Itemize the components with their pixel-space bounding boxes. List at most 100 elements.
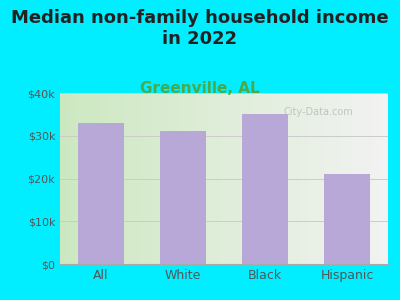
Bar: [296, 93, 300, 264]
Bar: [178, 93, 181, 264]
Bar: [145, 93, 148, 264]
Bar: [60, 93, 63, 264]
Bar: [309, 93, 312, 264]
Bar: [185, 93, 188, 264]
Bar: [142, 93, 145, 264]
Text: Greenville, AL: Greenville, AL: [140, 81, 260, 96]
Bar: [208, 93, 211, 264]
Bar: [152, 93, 155, 264]
Bar: [283, 93, 286, 264]
Bar: [73, 93, 76, 264]
Bar: [240, 93, 244, 264]
Bar: [106, 93, 109, 264]
Bar: [148, 93, 152, 264]
Bar: [352, 93, 355, 264]
Bar: [270, 93, 273, 264]
Bar: [250, 93, 254, 264]
Bar: [204, 93, 208, 264]
Bar: [260, 93, 263, 264]
Bar: [355, 93, 358, 264]
Bar: [358, 93, 362, 264]
Bar: [175, 93, 178, 264]
Bar: [132, 93, 136, 264]
Text: Median non-family household income
in 2022: Median non-family household income in 20…: [11, 9, 389, 48]
Bar: [112, 93, 116, 264]
Bar: [155, 93, 158, 264]
Bar: [126, 93, 129, 264]
Bar: [375, 93, 378, 264]
Bar: [303, 93, 306, 264]
Bar: [191, 93, 194, 264]
Bar: [368, 93, 372, 264]
Bar: [332, 93, 336, 264]
Bar: [242, 113, 288, 264]
Bar: [263, 93, 267, 264]
Bar: [342, 93, 345, 264]
Bar: [122, 93, 126, 264]
Bar: [181, 93, 185, 264]
Bar: [63, 93, 66, 264]
Bar: [76, 93, 80, 264]
Bar: [316, 93, 319, 264]
Bar: [382, 93, 385, 264]
Bar: [211, 93, 214, 264]
Bar: [286, 93, 290, 264]
Bar: [119, 93, 122, 264]
Bar: [116, 93, 119, 264]
Bar: [136, 93, 139, 264]
Bar: [273, 93, 276, 264]
Bar: [168, 93, 172, 264]
Bar: [221, 93, 224, 264]
Bar: [99, 93, 103, 264]
Bar: [378, 93, 382, 264]
Bar: [214, 93, 218, 264]
Bar: [227, 93, 230, 264]
Bar: [237, 93, 240, 264]
Bar: [109, 93, 112, 264]
Bar: [322, 93, 326, 264]
Bar: [160, 130, 206, 264]
Bar: [362, 93, 365, 264]
Bar: [365, 93, 368, 264]
Bar: [103, 93, 106, 264]
Bar: [312, 93, 316, 264]
Bar: [201, 93, 204, 264]
Bar: [129, 93, 132, 264]
Bar: [267, 93, 270, 264]
Bar: [66, 93, 70, 264]
Bar: [96, 93, 99, 264]
Bar: [300, 93, 303, 264]
Bar: [234, 93, 237, 264]
Bar: [336, 93, 339, 264]
Bar: [306, 93, 309, 264]
Bar: [385, 93, 388, 264]
Bar: [139, 93, 142, 264]
Bar: [230, 93, 234, 264]
Bar: [339, 93, 342, 264]
Bar: [83, 93, 86, 264]
Text: City-Data.com: City-Data.com: [283, 107, 353, 117]
Bar: [372, 93, 375, 264]
Bar: [165, 93, 168, 264]
Bar: [293, 93, 296, 264]
Bar: [247, 93, 250, 264]
Bar: [319, 93, 322, 264]
Bar: [276, 93, 280, 264]
Bar: [290, 93, 293, 264]
Bar: [254, 93, 257, 264]
Bar: [244, 93, 247, 264]
Bar: [162, 93, 165, 264]
Bar: [80, 93, 83, 264]
Bar: [326, 93, 329, 264]
Bar: [172, 93, 175, 264]
Bar: [158, 93, 162, 264]
Bar: [90, 93, 93, 264]
Bar: [93, 93, 96, 264]
Bar: [218, 93, 221, 264]
Bar: [257, 93, 260, 264]
Bar: [198, 93, 201, 264]
Bar: [70, 93, 73, 264]
Bar: [78, 123, 124, 264]
Bar: [188, 93, 191, 264]
Bar: [280, 93, 283, 264]
